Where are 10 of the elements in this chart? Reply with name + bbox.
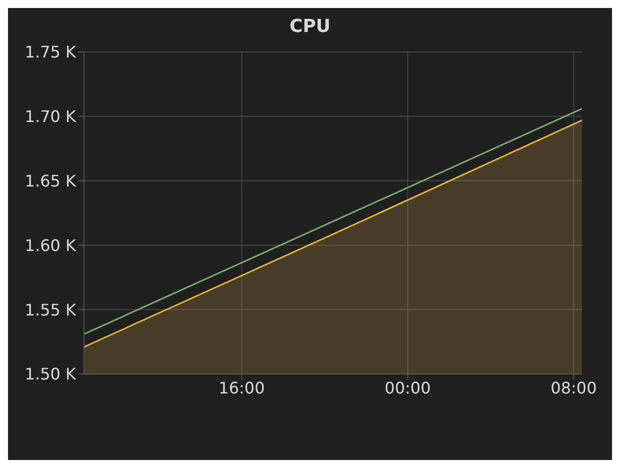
y-tick-label: 1.70 K	[24, 107, 77, 126]
y-tick-label: 1.50 K	[24, 364, 77, 384]
x-tick-label: 16:00	[218, 378, 265, 398]
y-tick-label: 1.65 K	[24, 171, 77, 190]
y-tick-label: 1.75 K	[24, 42, 77, 62]
y-tick-label: 1.55 K	[24, 300, 77, 320]
x-tick-label: 00:00	[384, 378, 431, 398]
chart-title: CPU	[288, 15, 332, 39]
y-tick-label: 1.60 K	[24, 236, 77, 255]
x-tick-label: 08:00	[550, 378, 597, 398]
